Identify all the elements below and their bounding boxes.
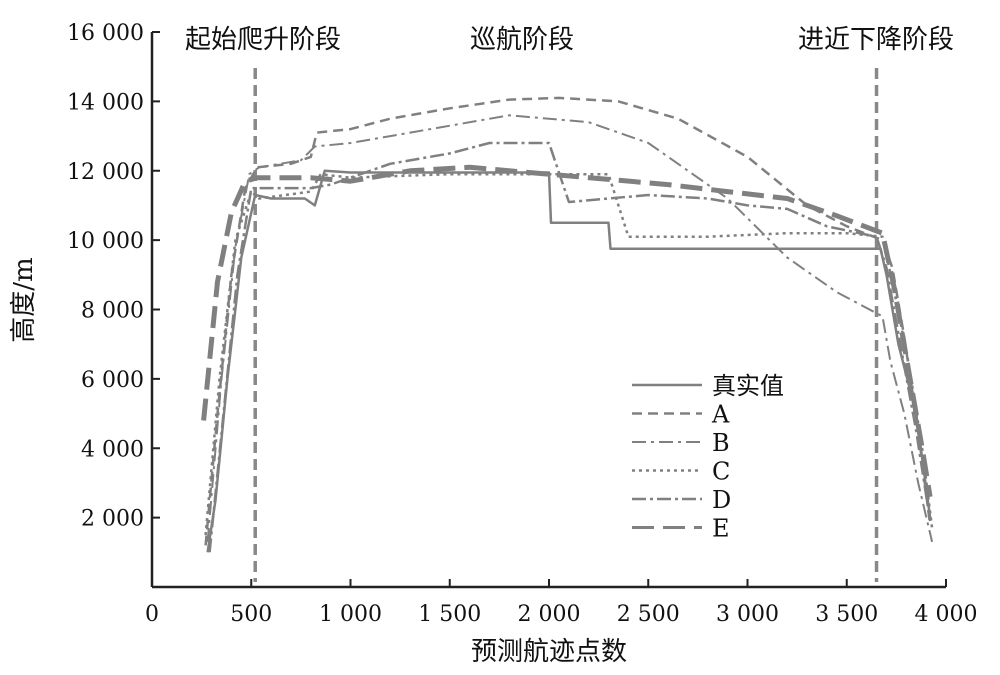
- series-line-D: [208, 141, 932, 553]
- series-group: [201, 96, 934, 553]
- legend-label: C: [712, 458, 730, 486]
- y-tick-label: 14 000: [67, 90, 144, 115]
- x-tick-label: 3 000: [716, 602, 779, 627]
- y-axis-title: 高度/m: [9, 257, 39, 342]
- legend-label: B: [712, 429, 730, 457]
- legend-label: D: [712, 486, 731, 514]
- y-tick-label: 12 000: [67, 160, 144, 185]
- x-ticks: 0 500 1 000 1 500 2 000 2 500 3 000 3 500 4 000: [145, 579, 977, 627]
- x-tick-label: 500: [230, 602, 272, 627]
- x-tick-label: 2 500: [617, 602, 680, 627]
- legend-label: E: [712, 515, 730, 543]
- y-tick-label: 2 000: [81, 507, 144, 532]
- series-line-C: [204, 172, 934, 536]
- legend-label: 真实值: [712, 372, 784, 400]
- phase-lines: [253, 68, 879, 582]
- y-tick-label: 16 000: [67, 21, 144, 46]
- phase-label-descent: 进近下降阶段: [798, 25, 954, 55]
- y-tick-label: 6 000: [81, 368, 144, 393]
- x-axis-title: 预测航迹点数: [471, 637, 627, 667]
- phase-label-cruise: 巡航阶段: [470, 25, 574, 55]
- x-tick-label: 3 500: [815, 602, 878, 627]
- x-tick-label: 2 000: [518, 602, 581, 627]
- y-tick-label: 10 000: [67, 229, 144, 254]
- phase-label-climb: 起始爬升阶段: [185, 25, 341, 55]
- axes: [150, 32, 946, 589]
- x-tick-label: 0: [145, 602, 159, 627]
- series-line-B: [206, 114, 934, 543]
- y-ticks: 2 000 4 000 6 000 8 000 10 000 12 000 14 000 16…: [67, 21, 160, 532]
- y-tick-label: 8 000: [81, 299, 144, 324]
- legend-label: A: [711, 401, 730, 429]
- series-line-真实值: [206, 169, 932, 553]
- x-tick-label: 1 500: [418, 602, 481, 627]
- series-line-E: [201, 164, 933, 498]
- series-line-A: [204, 96, 932, 546]
- y-tick-label: 4 000: [81, 437, 144, 462]
- x-tick-label: 4 000: [915, 602, 978, 627]
- x-tick-label: 1 000: [319, 602, 382, 627]
